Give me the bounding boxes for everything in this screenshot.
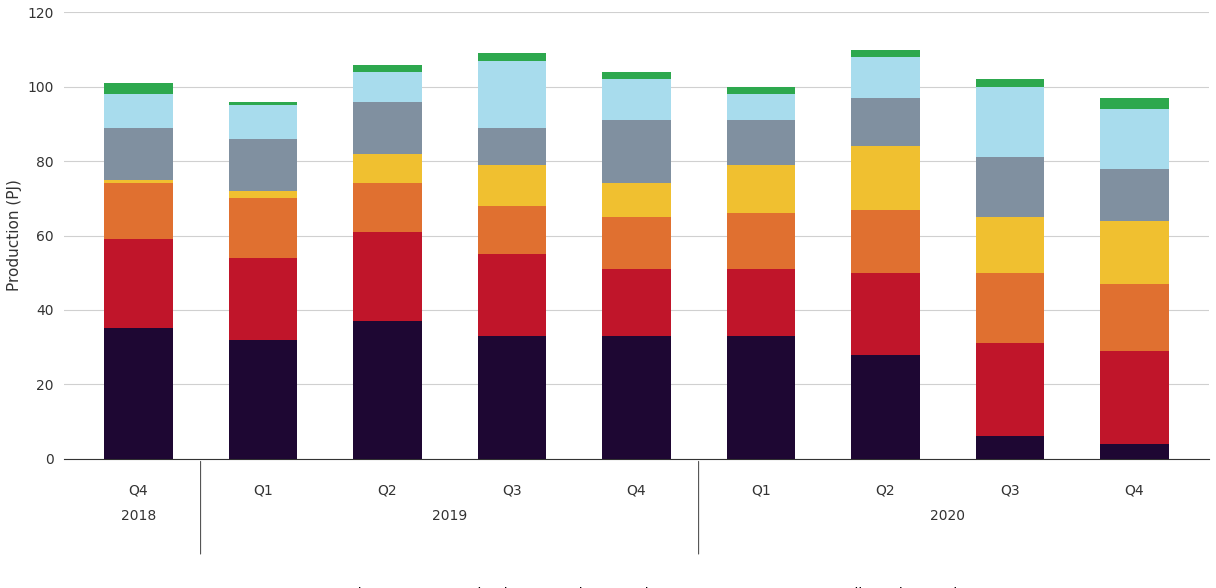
Bar: [851, 57, 919, 98]
Bar: [229, 139, 297, 191]
Bar: [105, 239, 173, 329]
Bar: [478, 61, 546, 128]
Bar: [478, 54, 546, 61]
Bar: [478, 336, 546, 459]
Bar: [1100, 220, 1169, 284]
Bar: [105, 183, 173, 239]
Bar: [478, 128, 546, 165]
Y-axis label: Production (PJ): Production (PJ): [7, 179, 22, 292]
Text: Q4: Q4: [129, 484, 148, 497]
Bar: [353, 321, 422, 459]
Bar: [727, 269, 795, 336]
Bar: [975, 273, 1045, 343]
Bar: [851, 146, 919, 209]
Bar: [851, 49, 919, 57]
Text: Q1: Q1: [751, 484, 771, 497]
Bar: [478, 165, 546, 206]
Bar: [229, 105, 297, 139]
Legend: Karratha, Varanus Island, Macedon, Wheatstone, Gorgon, Devil Creek, Other: Karratha, Varanus Island, Macedon, Wheat…: [291, 582, 983, 588]
Bar: [105, 128, 173, 180]
Text: 2019: 2019: [432, 509, 467, 523]
Bar: [229, 102, 297, 105]
Bar: [105, 94, 173, 128]
Bar: [478, 206, 546, 254]
Text: 2018: 2018: [120, 509, 156, 523]
Bar: [1100, 444, 1169, 459]
Bar: [105, 83, 173, 94]
Bar: [353, 65, 422, 72]
Bar: [353, 153, 422, 183]
Text: 2020: 2020: [930, 509, 966, 523]
Bar: [229, 198, 297, 258]
Text: Q2: Q2: [377, 484, 398, 497]
Bar: [727, 165, 795, 213]
Bar: [1100, 351, 1169, 444]
Bar: [353, 72, 422, 102]
Bar: [353, 232, 422, 321]
Bar: [1100, 284, 1169, 351]
Bar: [851, 209, 919, 273]
Text: Q1: Q1: [253, 484, 272, 497]
Bar: [851, 98, 919, 146]
Text: Q4: Q4: [626, 484, 646, 497]
Bar: [229, 258, 297, 340]
Bar: [602, 79, 670, 121]
Bar: [229, 340, 297, 459]
Bar: [975, 158, 1045, 217]
Bar: [975, 343, 1045, 436]
Text: Q2: Q2: [876, 484, 895, 497]
Bar: [975, 79, 1045, 87]
Bar: [353, 183, 422, 232]
Bar: [727, 336, 795, 459]
Bar: [105, 180, 173, 183]
Bar: [353, 102, 422, 153]
Bar: [1100, 109, 1169, 169]
Bar: [975, 217, 1045, 273]
Bar: [727, 213, 795, 269]
Text: Q3: Q3: [502, 484, 522, 497]
Bar: [975, 436, 1045, 459]
Bar: [727, 121, 795, 165]
Bar: [727, 94, 795, 121]
Bar: [975, 87, 1045, 158]
Bar: [229, 191, 297, 198]
Bar: [602, 336, 670, 459]
Text: Q4: Q4: [1125, 484, 1144, 497]
Bar: [1100, 98, 1169, 109]
Bar: [478, 254, 546, 336]
Bar: [727, 87, 795, 94]
Bar: [602, 72, 670, 79]
Bar: [602, 217, 670, 269]
Bar: [602, 269, 670, 336]
Bar: [105, 329, 173, 459]
Bar: [851, 273, 919, 355]
Bar: [602, 121, 670, 183]
Bar: [851, 355, 919, 459]
Bar: [602, 183, 670, 217]
Bar: [1100, 169, 1169, 220]
Text: Q3: Q3: [1000, 484, 1020, 497]
